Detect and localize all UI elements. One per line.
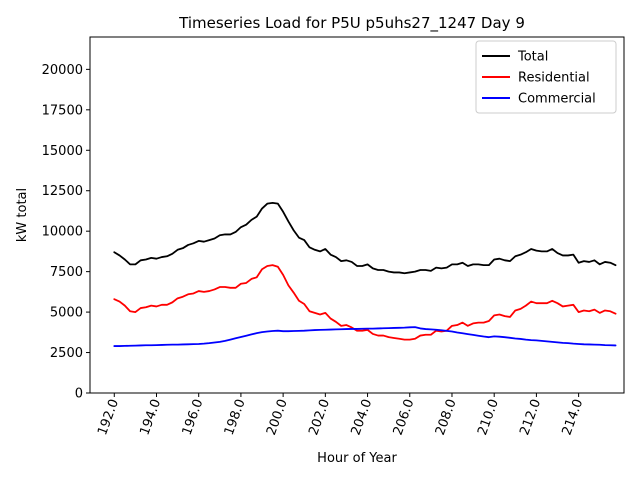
- y-tick-label: 2500: [50, 346, 83, 361]
- y-tick-label: 17500: [42, 103, 83, 118]
- plot-frame: [89, 36, 625, 394]
- legend-label-commercial: Commercial: [518, 92, 596, 107]
- legend-box: [475, 40, 617, 114]
- legend-label-residential: Residential: [518, 71, 590, 86]
- y-tick-label: 7500: [50, 265, 83, 280]
- chart-title: Timeseries Load for P5U p5uhs27_1247 Day…: [178, 14, 525, 33]
- y-tick-label: 10000: [42, 225, 83, 240]
- x-axis-label: Hour of Year: [317, 451, 397, 466]
- y-tick-label: 5000: [50, 306, 83, 321]
- series-line-total: [113, 201, 617, 275]
- series-line-commercial: [113, 326, 617, 347]
- y-axis-label: kW total: [15, 188, 30, 242]
- legend: Total Residential Commercial: [475, 40, 617, 114]
- y-tick-label: 20000: [42, 63, 83, 78]
- y-tick-label: 12500: [42, 184, 83, 199]
- series-line-residential: [113, 264, 617, 341]
- y-tick-label: 15000: [42, 144, 83, 159]
- legend-label-total: Total: [517, 50, 548, 65]
- y-tick-label: 0: [75, 387, 83, 402]
- y-axis-ticks: 0 2500 5000 7500 10000 12500 15000 17500 20000: [42, 63, 90, 402]
- plot-lines: [113, 201, 617, 347]
